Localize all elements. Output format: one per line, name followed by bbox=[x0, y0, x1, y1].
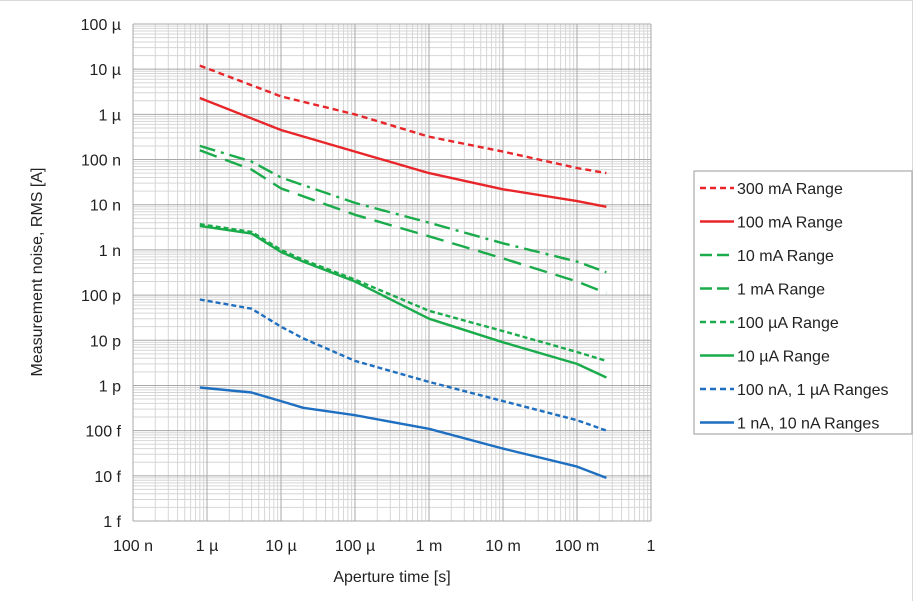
y-tick-label: 10 n bbox=[90, 198, 121, 215]
legend-items: 300 mA Range 100 mA Range 10 mA Range 1 mA … bbox=[700, 181, 889, 433]
x-tick-label: 1 bbox=[647, 538, 656, 555]
legend-label-5: 100 µA Range bbox=[737, 315, 839, 332]
x-tick-label: 1 m bbox=[416, 538, 443, 555]
y-axis-ticks: 100 µ 10 µ 1 µ 100 n 10 n 1 n 100 p 10 p 1 p 100 … bbox=[81, 17, 122, 531]
legend-label-1: 300 mA Range bbox=[737, 181, 843, 198]
legend-label-6: 10 µA Range bbox=[737, 349, 830, 366]
y-tick-label: 100 p bbox=[81, 288, 121, 305]
y-tick-label: 10 p bbox=[90, 333, 121, 350]
series-lines bbox=[199, 64, 607, 480]
series-line-2 bbox=[199, 96, 607, 208]
x-axis-ticks: 100 n 1 µ 10 µ 100 µ 1 m 10 m 100 m 1 bbox=[113, 538, 656, 555]
series-line-1 bbox=[199, 64, 607, 175]
major-grid bbox=[132, 23, 652, 522]
legend-label-7: 100 nA, 1 µA Ranges bbox=[737, 382, 889, 399]
x-tick-label: 10 µ bbox=[265, 538, 296, 555]
x-axis-title: Aperture time [s] bbox=[333, 569, 450, 586]
y-tick-label: 1 f bbox=[103, 514, 121, 531]
y-tick-label: 100 n bbox=[81, 153, 121, 170]
x-tick-label: 100 m bbox=[555, 538, 599, 555]
legend-label-3: 10 mA Range bbox=[737, 248, 834, 265]
y-tick-label: 10 f bbox=[94, 469, 121, 486]
legend-label-2: 100 mA Range bbox=[737, 215, 843, 232]
y-axis-title: Measurement noise, RMS [A] bbox=[29, 168, 46, 377]
series-line-3 bbox=[199, 144, 607, 274]
y-tick-label: 1 µ bbox=[98, 107, 121, 124]
y-tick-label: 1 p bbox=[99, 378, 121, 395]
legend: 300 mA Range 100 mA Range 10 mA Range 1 mA … bbox=[693, 170, 913, 435]
y-tick-label: 100 µ bbox=[81, 17, 121, 34]
series-line-4 bbox=[199, 149, 607, 295]
legend-label-4: 1 mA Range bbox=[737, 282, 825, 299]
y-tick-label: 10 µ bbox=[90, 62, 121, 79]
x-tick-label: 100 µ bbox=[335, 538, 375, 555]
legend-label-8: 1 nA, 10 nA Ranges bbox=[737, 416, 879, 433]
y-tick-label: 100 f bbox=[85, 424, 121, 441]
x-tick-label: 1 µ bbox=[196, 538, 219, 555]
x-tick-label: 10 m bbox=[485, 538, 521, 555]
x-tick-label: 100 n bbox=[113, 538, 153, 555]
series-line-8 bbox=[199, 386, 607, 480]
series-line-7 bbox=[199, 298, 607, 432]
plot-area bbox=[132, 23, 652, 522]
y-tick-label: 1 n bbox=[99, 243, 121, 260]
series-line-6 bbox=[199, 224, 607, 379]
